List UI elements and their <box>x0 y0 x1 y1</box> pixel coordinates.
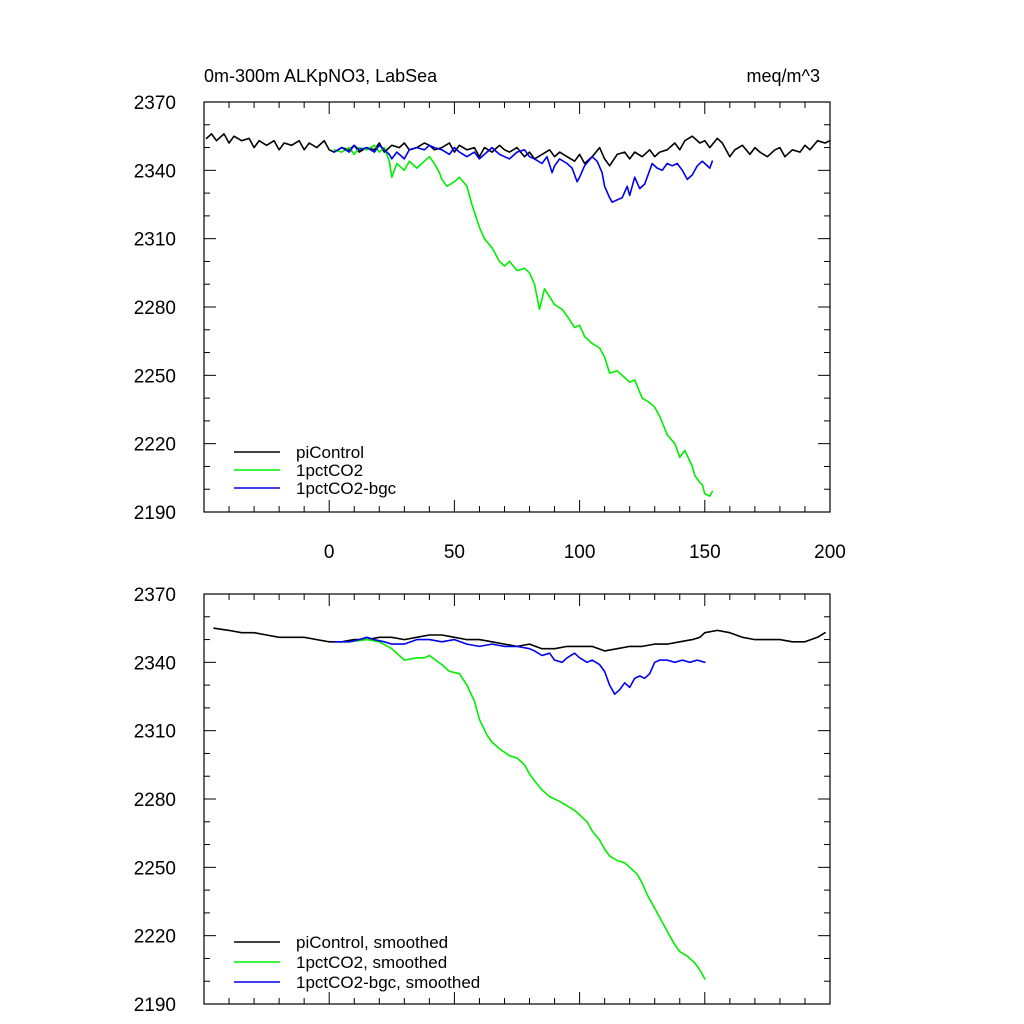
y-tick-label: 2280 <box>134 790 176 811</box>
x-tick-label: 100 <box>564 542 596 563</box>
y-tick-label: 2370 <box>134 93 176 114</box>
y-tick-label: 2190 <box>134 503 176 524</box>
y-tick-label: 2370 <box>134 585 176 606</box>
series-line-1pctco2-smoothed <box>333 638 706 980</box>
x-tick-label: 0 <box>324 542 335 563</box>
top-series-lines <box>205 133 831 497</box>
y-tick-label: 2340 <box>134 161 176 182</box>
x-tick-label: 150 <box>689 542 721 563</box>
series-line-picontrol-smoothed <box>213 627 826 652</box>
y-tick-label: 2190 <box>134 995 176 1016</box>
legend-label: 1pctCO2-bgc, smoothed <box>296 973 480 992</box>
y-tick-label: 2250 <box>134 858 176 879</box>
top-panel: 0m-300m ALKpNO3, LabSea meq/m^3 2190 2220… <box>134 66 846 563</box>
y-tick-label: 2280 <box>134 298 176 319</box>
y-tick-label: 2250 <box>134 366 176 387</box>
y-tick-label: 2310 <box>134 230 176 251</box>
legend-label: piControl <box>296 443 364 462</box>
top-axes: 2190 2220 2250 2280 2310 2340 2370 0 50 100 150 200 <box>134 93 846 563</box>
y-tick-label: 2340 <box>134 653 176 674</box>
top-units: meq/m^3 <box>747 66 820 86</box>
x-tick-label: 50 <box>444 542 465 563</box>
series-line-1pctco2 <box>333 144 714 497</box>
series-line-1pctco2-bgc <box>333 144 714 203</box>
top-plot-frame <box>203 101 831 513</box>
y-tick-label: 2220 <box>134 435 176 456</box>
y-tick-label: 2310 <box>134 722 176 743</box>
legend-label: piControl, smoothed <box>296 933 448 952</box>
series-line-picontrol <box>205 133 831 167</box>
y-tick-label: 2220 <box>134 927 176 948</box>
x-tick-label: 200 <box>814 542 846 563</box>
legend-label: 1pctCO2 <box>296 461 363 480</box>
bottom-panel: 2190 2220 2250 2280 2310 2340 2370 piControl, … <box>134 585 831 1016</box>
series-line-1pctco2-bgc-smoothed <box>333 636 706 695</box>
legend-label: 1pctCO2, smoothed <box>296 953 447 972</box>
bottom-series-lines <box>213 627 826 980</box>
top-title: 0m-300m ALKpNO3, LabSea <box>204 66 438 86</box>
legend-label: 1pctCO2-bgc <box>296 479 397 498</box>
bottom-plot-frame <box>203 593 831 1005</box>
bottom-axes: 2190 2220 2250 2280 2310 2340 2370 <box>134 585 831 1016</box>
